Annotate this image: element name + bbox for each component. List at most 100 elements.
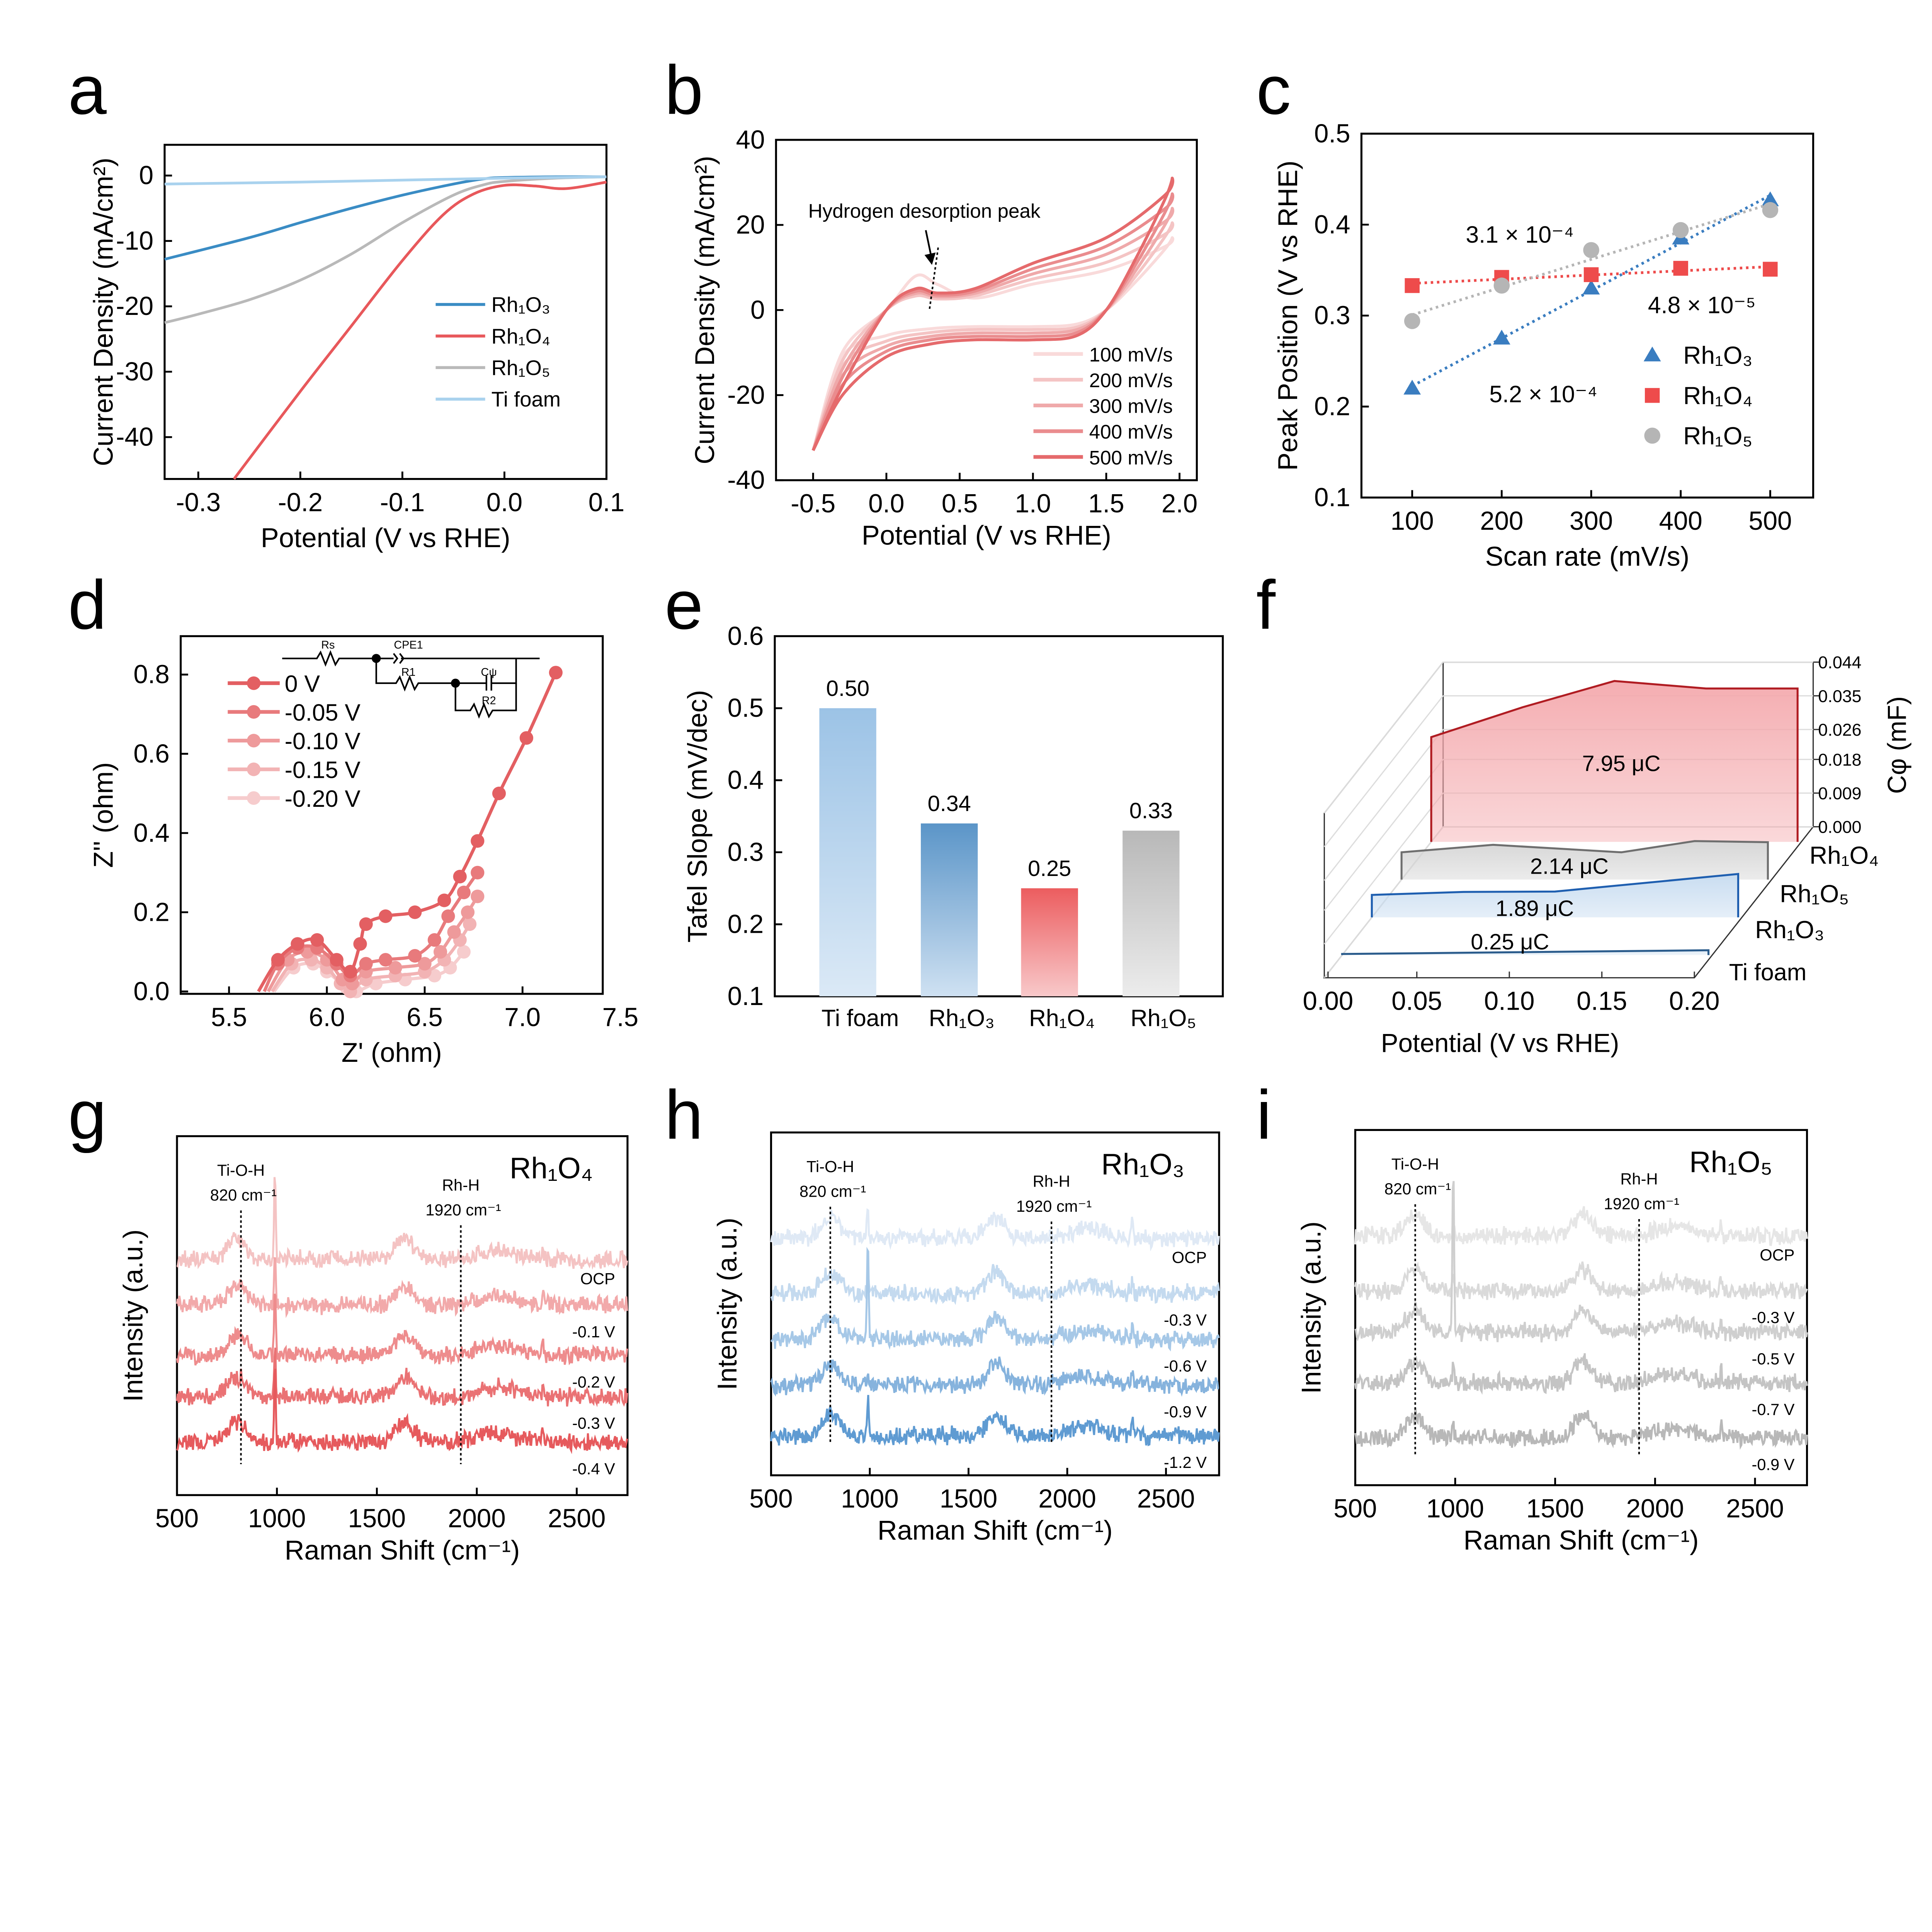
y-axis-label: Tafel Slope (mV/dec) xyxy=(682,690,713,942)
raman-trace-2 xyxy=(1354,1181,1808,1343)
panel-label-a: a xyxy=(68,52,107,129)
data-point xyxy=(471,866,485,879)
x-tick-label: 500 xyxy=(155,1504,199,1533)
y-tick-label: 0.1 xyxy=(1314,483,1350,512)
bar-value-label: 0.33 xyxy=(1129,799,1173,823)
data-point xyxy=(437,893,451,907)
z-tick-label: 0.009 xyxy=(1818,784,1861,803)
x-tick-label: 1.0 xyxy=(1015,489,1051,518)
panel-label-c: c xyxy=(1256,52,1291,129)
legend-marker xyxy=(247,734,261,748)
y-tick-label: 0 xyxy=(139,161,153,190)
bar-2 xyxy=(1021,888,1078,997)
x-tick-label: 1.5 xyxy=(1088,489,1124,518)
grid-line xyxy=(1324,695,1444,847)
panel-label-d: d xyxy=(68,566,107,644)
y-tick-label: 0.4 xyxy=(133,818,170,847)
panel-d-axes xyxy=(180,635,604,995)
trace-label: OCP xyxy=(580,1270,615,1288)
charge-label: 0.25 μC xyxy=(1471,930,1549,954)
x-tick-label: 0.20 xyxy=(1669,987,1720,1016)
data-point xyxy=(519,731,534,745)
slab-outline-3 xyxy=(1341,949,1710,955)
x-tick-label: 2500 xyxy=(1726,1494,1784,1523)
slab-fill-0 xyxy=(1431,681,1798,842)
cv-loop-3 xyxy=(811,192,1174,451)
data-point xyxy=(379,953,393,967)
panel-label-e: e xyxy=(665,566,703,644)
x-tick-label: 5.5 xyxy=(211,1003,247,1032)
x-tick-label: 500 xyxy=(1748,507,1792,536)
legend-label: Rh₁O₄ xyxy=(492,325,551,348)
bar-3 xyxy=(1122,830,1180,997)
trace-label: -0.6 V xyxy=(1164,1357,1207,1375)
trace-label: -0.7 V xyxy=(1752,1400,1794,1418)
z-tick-label: 0.018 xyxy=(1818,750,1861,769)
y-tick-label: -40 xyxy=(116,423,153,452)
y-tick-label: 0.2 xyxy=(133,898,170,927)
x-tick-label: 7.0 xyxy=(505,1003,541,1032)
raman-trace-2 xyxy=(770,1247,1220,1352)
x-tick-label: 100 xyxy=(1391,507,1434,536)
z-tick-label: 0.044 xyxy=(1818,653,1861,672)
x-tick-label: 1000 xyxy=(841,1484,899,1513)
y-tick-label: -30 xyxy=(116,357,153,386)
x-tick-label: 2.0 xyxy=(1162,489,1198,518)
x-tick-label: 1500 xyxy=(940,1484,998,1513)
legend-label: 0 V xyxy=(285,671,320,697)
data-point xyxy=(549,666,563,680)
data-point xyxy=(447,925,461,939)
grid-line xyxy=(1324,793,1444,945)
x-axis-label: Scan rate (mV/s) xyxy=(1485,541,1690,571)
legend-label: -0.05 V xyxy=(285,699,361,726)
trace-label: -0.9 V xyxy=(1752,1455,1794,1473)
x-tick-label: 0.0 xyxy=(868,489,905,518)
x-tick-label: 7.5 xyxy=(602,1003,639,1032)
y-tick-label: -10 xyxy=(116,226,153,255)
panel-b-axes xyxy=(775,139,1198,481)
trace-label: -0.3 V xyxy=(1752,1308,1794,1327)
bar-1 xyxy=(921,823,978,997)
raman-trace-4 xyxy=(176,1369,628,1454)
panel-i-frame xyxy=(1354,1129,1808,1486)
figure: a b cd e fg h i-0.3 -0.2 -0.1 0.0 0.10-10-20-30-40… xyxy=(68,52,1912,1565)
data-point xyxy=(310,933,324,947)
panel-label-f: f xyxy=(1256,566,1276,644)
peak-annotation-shift: 1920 cm⁻¹ xyxy=(1016,1197,1092,1215)
panel-c-axes xyxy=(1360,133,1815,499)
series-line-1 xyxy=(233,180,607,480)
panel-label-h: h xyxy=(665,1077,703,1154)
panel-title: Rh₁O₄ xyxy=(510,1151,593,1185)
data-point xyxy=(344,965,357,979)
y-axis-label: Intensity (a.u.) xyxy=(712,1218,742,1390)
x-axis-label: Z' (ohm) xyxy=(342,1037,442,1068)
data-point xyxy=(291,937,304,951)
z-axis-label: Cφ (mF) xyxy=(1883,696,1912,794)
y-tick-label: 0.6 xyxy=(728,622,764,651)
y-tick-label: -20 xyxy=(727,381,765,410)
trace-label: -1.2 V xyxy=(1164,1453,1207,1471)
x-axis-label: Raman Shift (cm⁻¹) xyxy=(1464,1525,1699,1555)
panel-e-frame xyxy=(774,635,1224,998)
circuit-label-r1: R1 xyxy=(401,666,416,679)
x-axis-label: Potential (V vs RHE) xyxy=(261,522,510,553)
circuit-label-rs: Rs xyxy=(321,639,335,651)
x-tick-label: 0.05 xyxy=(1391,987,1442,1016)
cv-loop-4 xyxy=(811,177,1174,451)
data-point xyxy=(1762,202,1779,218)
peak-annotation-shift: 820 cm⁻¹ xyxy=(1384,1180,1451,1198)
data-point xyxy=(359,957,373,971)
data-point xyxy=(408,949,422,963)
data-point xyxy=(353,937,367,951)
cpe-symbol xyxy=(393,653,405,664)
data-point xyxy=(457,945,471,959)
grid-line xyxy=(1324,662,1444,814)
legend-marker xyxy=(1644,427,1660,444)
legend-label: 200 mV/s xyxy=(1089,369,1173,391)
y-tick-label: 0.8 xyxy=(133,660,170,689)
raman-trace-1 xyxy=(1354,1261,1808,1302)
data-point xyxy=(441,909,455,923)
y-tick-label: 0.4 xyxy=(728,766,764,795)
data-point xyxy=(1672,222,1689,238)
legend-label: Rh₁O₄ xyxy=(1683,382,1752,410)
